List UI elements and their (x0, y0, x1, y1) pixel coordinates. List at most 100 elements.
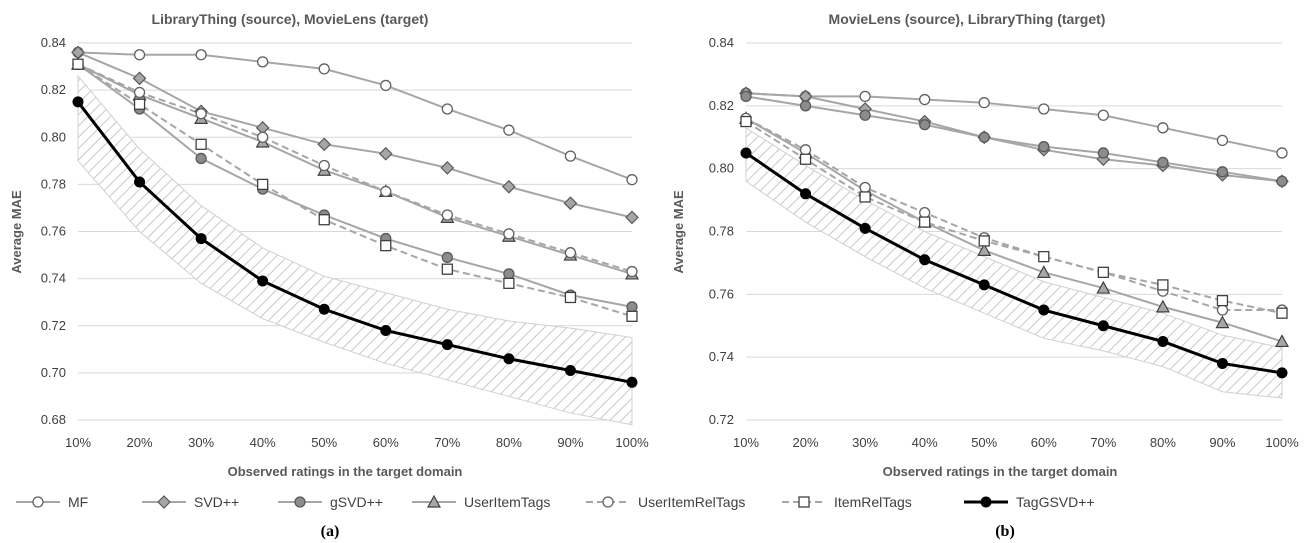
chart-a-point-svdplusplus (378, 146, 393, 161)
chart-b-point-taggsvdplusplus (1097, 320, 1109, 332)
chart-a-point-itemreltags (380, 239, 392, 252)
chart-b-point-gsvdplusplus (799, 100, 812, 112)
chart-a-point-useritemreltags (195, 108, 207, 120)
chart-a-plot: 0.68 0.70 0.72 0.74 0.76 0.78 0.80 0.82 0.84 10% 2… (41, 35, 649, 450)
chart-a-point-itemreltags (441, 263, 453, 275)
chart-b-point-gsvdplusplus (859, 109, 871, 121)
legend-item-taggsvdplusplus: TagGSVD++ (964, 494, 1095, 510)
legend-item-gsvdplusplus: gSVD++ (278, 494, 383, 510)
chart-b-title: MovieLens (source), LibraryThing (target… (829, 11, 1106, 27)
chart-a-point-taggsvdplusplus (380, 324, 392, 336)
chart-a-point-svdplusplus (440, 161, 455, 175)
chart-b-series-line-itemreltags (745, 120, 1283, 315)
chart-a-point-gsvdplusplus (626, 301, 638, 313)
chart-b-series-line-mf (745, 92, 1283, 154)
chart-b-y-tick-label: 0.74 (709, 349, 734, 364)
chart-b-series-line-taggsvdplusplus (745, 151, 1283, 375)
legend-marker-taggsvdplusplus (980, 496, 992, 508)
chart-b-y-tick-label: 0.82 (709, 98, 734, 113)
chart-a-x-tick-label: 60% (373, 435, 399, 450)
chart-b-point-gsvdplusplus (1276, 175, 1288, 187)
legend-label: gSVD++ (330, 494, 383, 510)
chart-a-point-taggsvdplusplus (503, 353, 515, 365)
chart-a-x-tick-label: 70% (434, 435, 460, 450)
chart-a-point-itemreltags (626, 310, 638, 322)
chart-a-x-tick-label: 90% (557, 435, 583, 450)
chart-a-x-tick-label: 20% (127, 435, 153, 450)
chart-a-series-line-useritemreltags (77, 63, 633, 273)
chart-b-point-itemreltags (1216, 294, 1229, 307)
chart-a-x-axis-label: Observed ratings in the target domain (228, 464, 463, 479)
chart-a-point-useritemreltags (441, 209, 453, 221)
chart-a-point-svdplusplus (132, 71, 147, 86)
chart-b-x-tick-label: 70% (1090, 435, 1116, 450)
chart-b-x-tick-label: 20% (793, 435, 819, 450)
chart-a-point-svdplusplus (563, 196, 578, 211)
chart-a-title: LibraryThing (source), MovieLens (target… (152, 11, 429, 27)
chart-a-point-mf (257, 56, 269, 68)
chart-b-point-taggsvdplusplus (1157, 335, 1169, 347)
chart-b-x-tick-label: 80% (1150, 435, 1176, 450)
chart-a-point-itemreltags (318, 214, 330, 226)
chart-b-point-itemreltags (978, 235, 990, 247)
chart-b-x-tick-label: 10% (733, 435, 759, 450)
legend-label: SVD++ (194, 494, 239, 510)
legend-marker-svdplusplus (157, 495, 171, 509)
legend-label: UserItemRelTags (638, 494, 745, 510)
chart-b-point-itemreltags (799, 153, 812, 165)
chart-a-point-taggsvdplusplus (257, 275, 269, 287)
chart-b-point-mf (1097, 109, 1109, 121)
chart-a-point-taggsvdplusplus (318, 303, 330, 315)
chart-b-point-itemreltags (1276, 307, 1288, 319)
chart-a-point-useritemreltags (503, 228, 515, 240)
chart-a-x-tick-label: 10% (65, 435, 91, 450)
chart-b-point-useritemtags (1155, 299, 1170, 313)
chart-b-point-mf (1157, 122, 1169, 134)
chart-a-point-mf (380, 79, 392, 92)
chart-a-y-tick-label: 0.70 (41, 365, 66, 380)
chart-b-point-taggsvdplusplus (740, 147, 752, 159)
chart-a-series-line-taggsvdplusplus (76, 100, 633, 384)
chart-a-point-itemreltags (72, 58, 84, 70)
legend-label: MF (68, 494, 88, 510)
chart-a-point-taggsvdplusplus (134, 176, 146, 188)
chart-b-point-useritemtags (1274, 334, 1290, 348)
chart-a-point-itemreltags (503, 277, 515, 289)
chart-b-point-taggsvdplusplus (978, 279, 990, 291)
chart-a-point-itemreltags (564, 291, 577, 304)
chart-b-point-taggsvdplusplus (1216, 357, 1228, 369)
legend-label: TagGSVD++ (1016, 494, 1095, 510)
chart-a-point-taggsvdplusplus (626, 376, 638, 388)
chart-b-point-itemreltags (919, 216, 931, 228)
chart-a-x-tick-label: 80% (496, 435, 522, 450)
chart-b-point-useritemtags (1215, 315, 1230, 329)
chart-b-point-useritemreltags (1216, 304, 1229, 316)
chart-b-point-mf (1038, 103, 1050, 115)
chart-a-series-line-svdplusplus (77, 51, 633, 219)
chart-b-confidence-band (745, 126, 1283, 399)
chart-a-point-mf (626, 174, 638, 186)
chart-a-confidence-band (77, 74, 633, 426)
chart-a-point-mf (441, 103, 453, 115)
chart-a-point-svdplusplus (625, 210, 639, 225)
legend-marker-useritemreltags (602, 496, 614, 508)
chart-b-point-gsvdplusplus (1097, 147, 1109, 159)
chart-b-point-gsvdplusplus (740, 90, 752, 103)
chart-b-point-useritemtags (977, 243, 992, 256)
chart-a-caption: (a) (321, 523, 340, 540)
chart-b-point-mf (978, 97, 990, 109)
chart-b-y-tick-label: 0.72 (709, 412, 734, 427)
chart-a-y-axis-label: Average MAE (9, 190, 24, 274)
chart-a-y-tick-label: 0.78 (41, 176, 66, 191)
chart-a-y-tick-label: 0.72 (41, 318, 66, 333)
chart-b-point-itemreltags (1097, 266, 1109, 278)
chart-b-point-useritemtags (1096, 280, 1111, 294)
chart-b-point-gsvdplusplus (1038, 141, 1050, 153)
chart-a-point-itemreltags (133, 98, 146, 110)
chart-b-point-gsvdplusplus (1216, 166, 1229, 178)
chart-a-point-svdplusplus (502, 179, 516, 194)
chart-b-series-line-useritemtags (745, 117, 1283, 343)
chart-b-point-itemreltags (1157, 279, 1169, 291)
chart-b-point-useritemtags (1036, 265, 1051, 278)
